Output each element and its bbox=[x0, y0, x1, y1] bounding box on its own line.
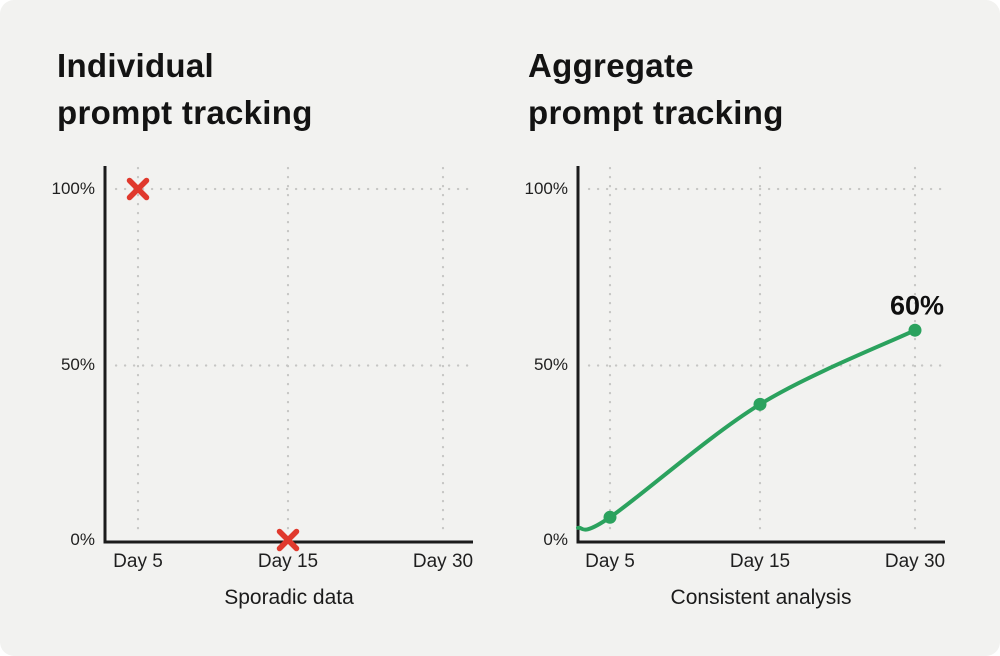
right-xtick-day15: Day 15 bbox=[729, 551, 791, 572]
chart-title-aggregate-line1: Aggregate bbox=[528, 47, 694, 84]
left-xtick-day15: Day 15 bbox=[257, 551, 319, 572]
chart-title-individual-line2: prompt tracking bbox=[57, 94, 313, 131]
left-ytick-50: 50% bbox=[60, 355, 95, 374]
left-ytick-0: 0% bbox=[70, 530, 95, 549]
left-xtick-day30: Day 30 bbox=[412, 551, 474, 572]
caption-sporadic-data: Sporadic data bbox=[224, 586, 354, 609]
right-ytick-0: 0% bbox=[543, 530, 568, 549]
chart-title-individual: Individual prompt tracking bbox=[57, 42, 313, 136]
right-xtick-day5: Day 5 bbox=[585, 551, 635, 572]
right-xtick-day30: Day 30 bbox=[884, 551, 946, 572]
chart-title-individual-line1: Individual bbox=[57, 47, 215, 84]
right-ytick-100: 100% bbox=[524, 179, 568, 198]
caption-consistent-analysis: Consistent analysis bbox=[670, 586, 852, 609]
right-ytick-50: 50% bbox=[533, 355, 568, 374]
left-ytick-100: 100% bbox=[51, 179, 95, 198]
chart-title-aggregate-line2: prompt tracking bbox=[528, 94, 784, 131]
endpoint-value-label: 60% bbox=[889, 290, 945, 321]
chart-title-aggregate: Aggregate prompt tracking bbox=[528, 42, 784, 136]
left-xtick-day5: Day 5 bbox=[113, 551, 163, 572]
